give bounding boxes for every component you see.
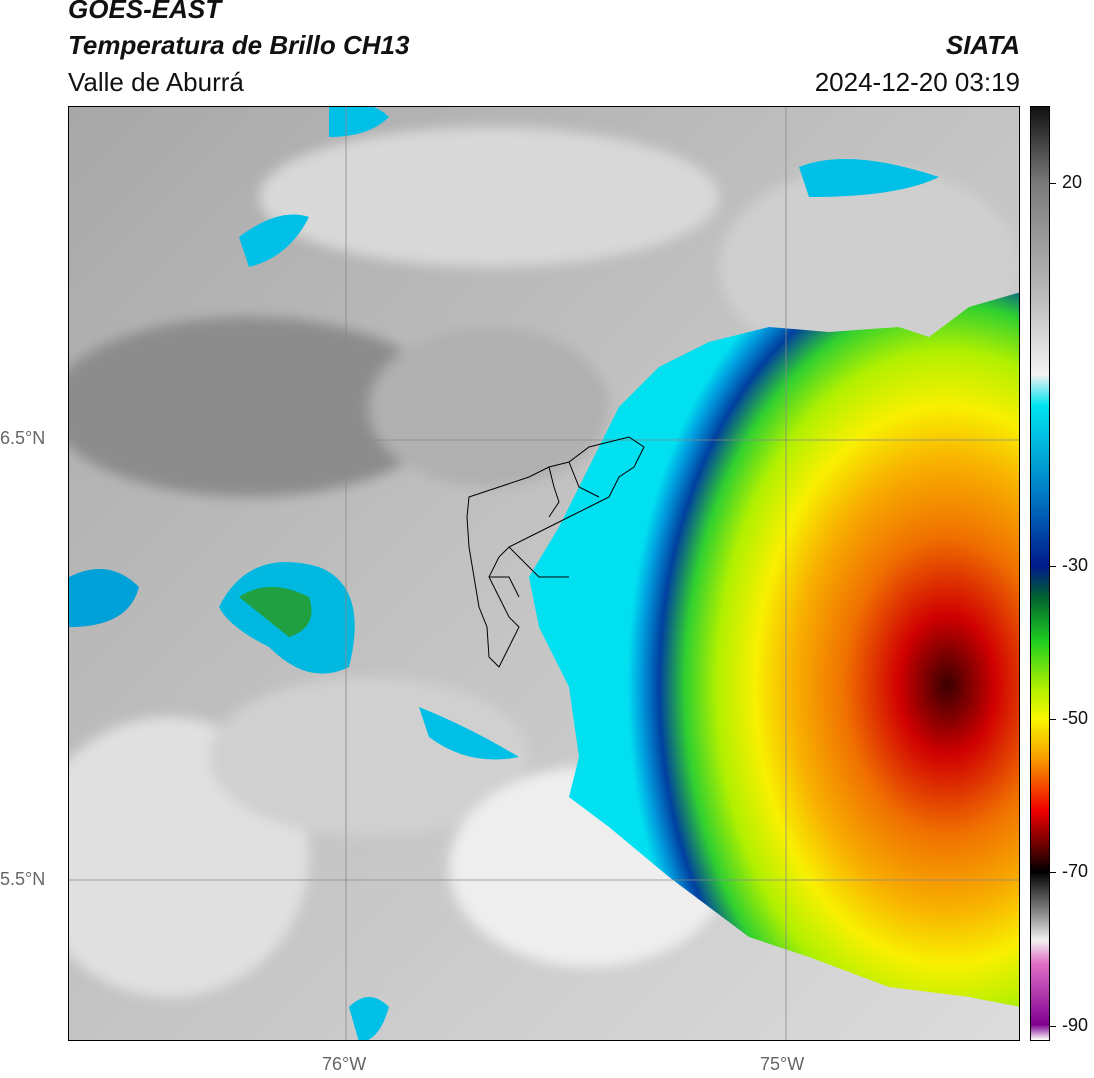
colorbar-tick-label: -50 — [1062, 708, 1089, 729]
lon-label-75: 75°W — [760, 1054, 805, 1074]
cloud-texture — [69, 127, 1019, 997]
colorbar-tick-label: -30 — [1062, 554, 1089, 575]
map-canvas — [69, 107, 1019, 1040]
municipal-boundaries — [466, 436, 645, 668]
datetime: 2024-12-20 03:19 — [814, 67, 1020, 97]
colorbar-tick-label: -70 — [1062, 861, 1089, 882]
colorbar — [1030, 106, 1050, 1041]
colorbar-tick — [1050, 565, 1056, 567]
brightness-temperature-map — [68, 106, 1020, 1041]
colorbar-tick — [1050, 872, 1056, 874]
satellite-title: GOES-EAST — [68, 0, 222, 24]
colorbar-tick — [1050, 182, 1056, 184]
graticule — [69, 107, 1019, 1040]
lat-label-6-5: 6.5°N — [0, 428, 46, 448]
lat-label-5-5: 5.5°N — [0, 869, 46, 889]
colorbar-tick — [1050, 719, 1056, 721]
region-title: Valle de Aburrá — [68, 67, 244, 97]
colorbar-tick — [1050, 1025, 1056, 1027]
org-name: SIATA — [945, 30, 1020, 60]
product-title: Temperatura de Brillo CH13 — [68, 30, 410, 60]
colorbar-tick-label: 20 — [1062, 171, 1083, 192]
storm-system — [529, 292, 1019, 1007]
small-cloud-cells — [69, 107, 939, 1040]
lon-label-76: 76°W — [322, 1054, 367, 1074]
colorbar-tick-label: -90 — [1062, 1014, 1089, 1035]
